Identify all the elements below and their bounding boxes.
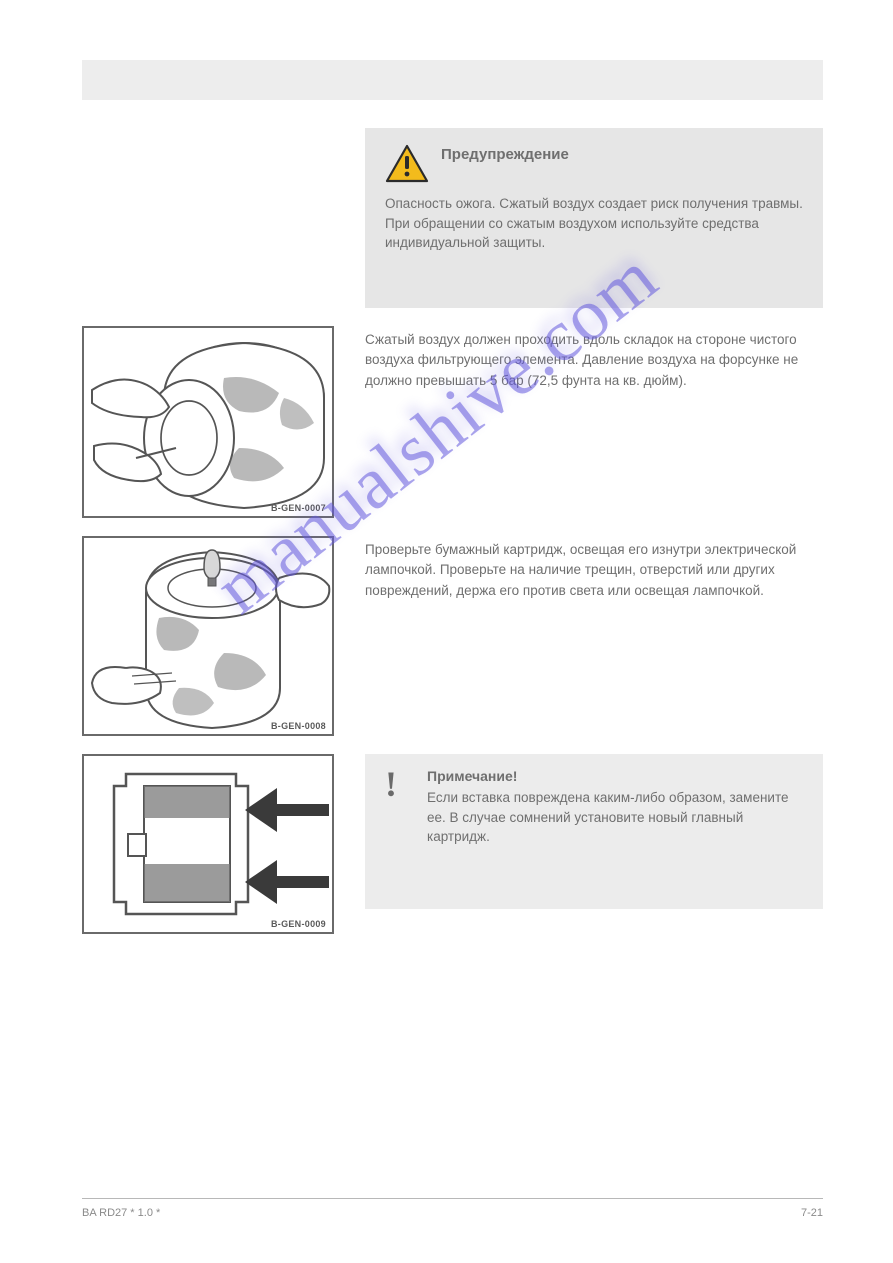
- illustration-3-tag: B-GEN-0009: [271, 919, 326, 929]
- illustration-3: B-GEN-0009: [82, 754, 334, 934]
- header-band: [82, 60, 823, 100]
- footer-left: BA RD27 * 1.0 *: [82, 1207, 160, 1219]
- notice-body: Если вставка повреждена каким-либо образ…: [427, 788, 803, 847]
- notice-title: Примечание!: [427, 768, 803, 784]
- page-footer: BA RD27 * 1.0 * 7-21: [82, 1198, 823, 1219]
- illustration-1-tag: B-GEN-0007: [271, 503, 326, 513]
- notice-exclaim-icon: !: [385, 766, 411, 891]
- warning-body: Опасность ожога. Сжатый воздух создает р…: [385, 194, 803, 253]
- warning-triangle-icon: [385, 144, 429, 184]
- warning-callout: Предупреждение Опасность ожога. Сжатый в…: [365, 128, 823, 308]
- step-1-text: Сжатый воздух должен проходить вдоль скл…: [365, 330, 823, 391]
- footer-right: 7-21: [801, 1207, 823, 1219]
- illustration-1: B-GEN-0007: [82, 326, 334, 518]
- illustration-2-tag: B-GEN-0008: [271, 721, 326, 731]
- warning-title: Предупреждение: [441, 144, 569, 163]
- step-2-text: Проверьте бумажный картридж, освещая его…: [365, 540, 823, 601]
- illustration-2: B-GEN-0008: [82, 536, 334, 736]
- notice-callout: ! Примечание! Если вставка повреждена ка…: [365, 754, 823, 909]
